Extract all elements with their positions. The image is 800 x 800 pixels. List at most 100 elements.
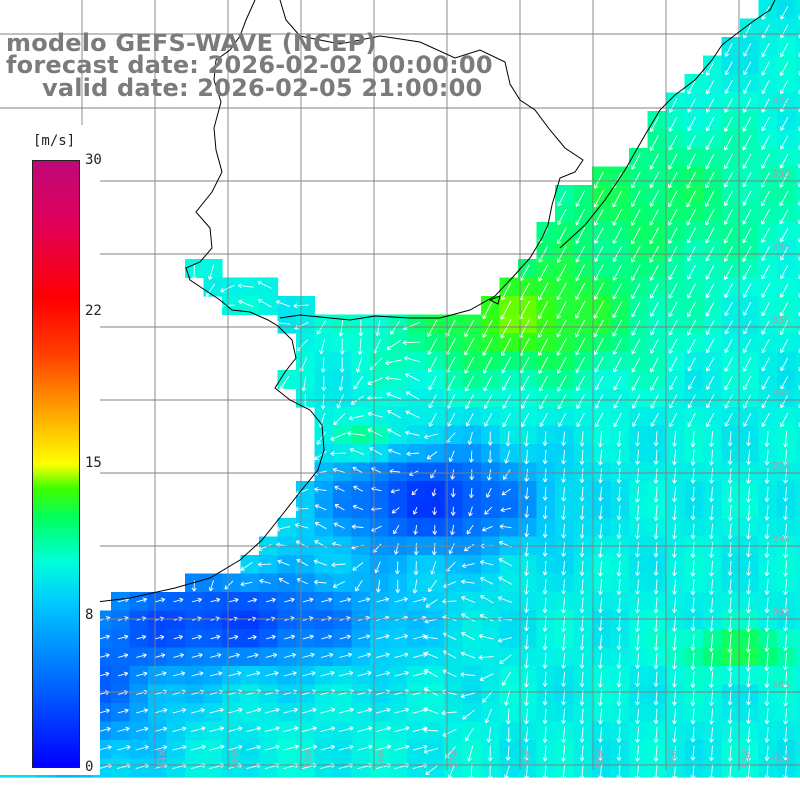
wind-arrow [135, 745, 149, 751]
wind-arrow [709, 690, 714, 706]
wind-arrow [686, 301, 696, 318]
wind-arrow [760, 190, 770, 207]
wind-arrow [690, 727, 696, 743]
wind-arrow [686, 171, 697, 189]
wind-arrow [561, 690, 566, 706]
wind-arrow [99, 708, 110, 714]
wind-arrow [705, 190, 715, 207]
wind-arrow [709, 505, 714, 521]
wind-cell [795, 573, 800, 593]
wind-arrow [709, 431, 714, 447]
wind-arrow [595, 394, 604, 409]
wind-arrow [635, 468, 640, 484]
wind-arrow [336, 394, 345, 409]
wind-arrow [117, 745, 131, 751]
wind-arrow [630, 227, 641, 245]
wind-arrow [724, 116, 733, 132]
wind-arrow [497, 596, 513, 603]
wind-arrow [616, 764, 622, 780]
wind-cell [795, 55, 800, 75]
wind-arrow [405, 391, 420, 400]
wind-arrow [301, 726, 317, 733]
wind-arrow [461, 563, 475, 569]
wind-arrow [413, 561, 419, 575]
wind-arrow [240, 581, 253, 587]
wind-arrow [690, 468, 696, 484]
wind-arrow [301, 744, 318, 751]
wind-arrow [598, 523, 603, 539]
wind-arrow [357, 707, 373, 714]
wind-arrow [575, 319, 586, 338]
wind-arrow [191, 652, 203, 658]
wind-arrow [613, 357, 622, 373]
wind-arrow [413, 597, 427, 603]
wind-arrow [669, 412, 678, 427]
wind-arrow [524, 431, 529, 447]
wind-arrow [427, 338, 438, 355]
wind-arrow [761, 283, 770, 298]
wind-arrow [746, 523, 751, 540]
wind-arrow [727, 597, 733, 614]
wind-arrow [333, 522, 345, 529]
wind-arrow [353, 485, 364, 492]
longitude-label: 53W [741, 749, 752, 768]
wind-arrow [313, 579, 327, 585]
wind-arrow [502, 375, 511, 391]
wind-arrow [705, 171, 715, 189]
wind-arrow [668, 283, 678, 299]
wind-arrow [690, 690, 696, 707]
longitude-label: 61W [157, 749, 168, 768]
wind-arrow [780, 394, 789, 409]
wind-arrow [423, 747, 439, 754]
wind-arrow [265, 597, 276, 603]
wind-arrow [649, 153, 660, 170]
wind-arrow [450, 469, 456, 480]
wind-arrow [556, 319, 567, 338]
wind-arrow [687, 116, 696, 132]
wind-arrow [479, 559, 494, 566]
wind-arrow [461, 596, 476, 603]
wind-arrow [542, 708, 548, 724]
wind-arrow [482, 300, 493, 320]
wind-arrow [320, 394, 326, 410]
wind-arrow [727, 579, 733, 595]
wind-arrow [579, 579, 585, 595]
wind-arrow [635, 764, 640, 780]
wind-cell [795, 333, 800, 353]
wind-arrow [649, 116, 659, 133]
wind-arrow [561, 708, 566, 724]
wind-arrow [227, 726, 243, 733]
latitude-label: 37S [772, 461, 791, 472]
wind-arrow [431, 488, 437, 497]
wind-arrow [240, 562, 253, 571]
wind-arrow [376, 597, 390, 603]
wind-arrow [764, 634, 770, 652]
wind-arrow [314, 487, 327, 492]
wind-cell [795, 166, 800, 186]
wind-arrow [764, 690, 770, 706]
wind-arrow [384, 359, 402, 366]
wind-arrow [742, 357, 752, 372]
wind-arrow [479, 673, 494, 682]
wind-arrow [612, 208, 623, 226]
wind-arrow [616, 690, 622, 706]
wind-arrow [538, 264, 549, 282]
wind-arrow [117, 653, 129, 658]
wind-arrow [521, 412, 530, 428]
wind-arrow [561, 579, 566, 595]
wind-arrow [191, 671, 204, 677]
wind-arrow [669, 375, 678, 391]
wind-arrow [761, 98, 770, 113]
wind-arrow [428, 579, 437, 593]
wind-arrow [332, 467, 346, 473]
wind-arrow [560, 764, 566, 781]
wind-arrow [332, 580, 346, 588]
wind-arrow [630, 208, 641, 226]
wind-arrow [155, 634, 165, 640]
wind-arrow [412, 506, 418, 515]
wind-arrow [727, 690, 733, 706]
wind-arrow [432, 525, 438, 535]
wind-cell [795, 629, 800, 649]
wind-arrow [761, 172, 770, 188]
